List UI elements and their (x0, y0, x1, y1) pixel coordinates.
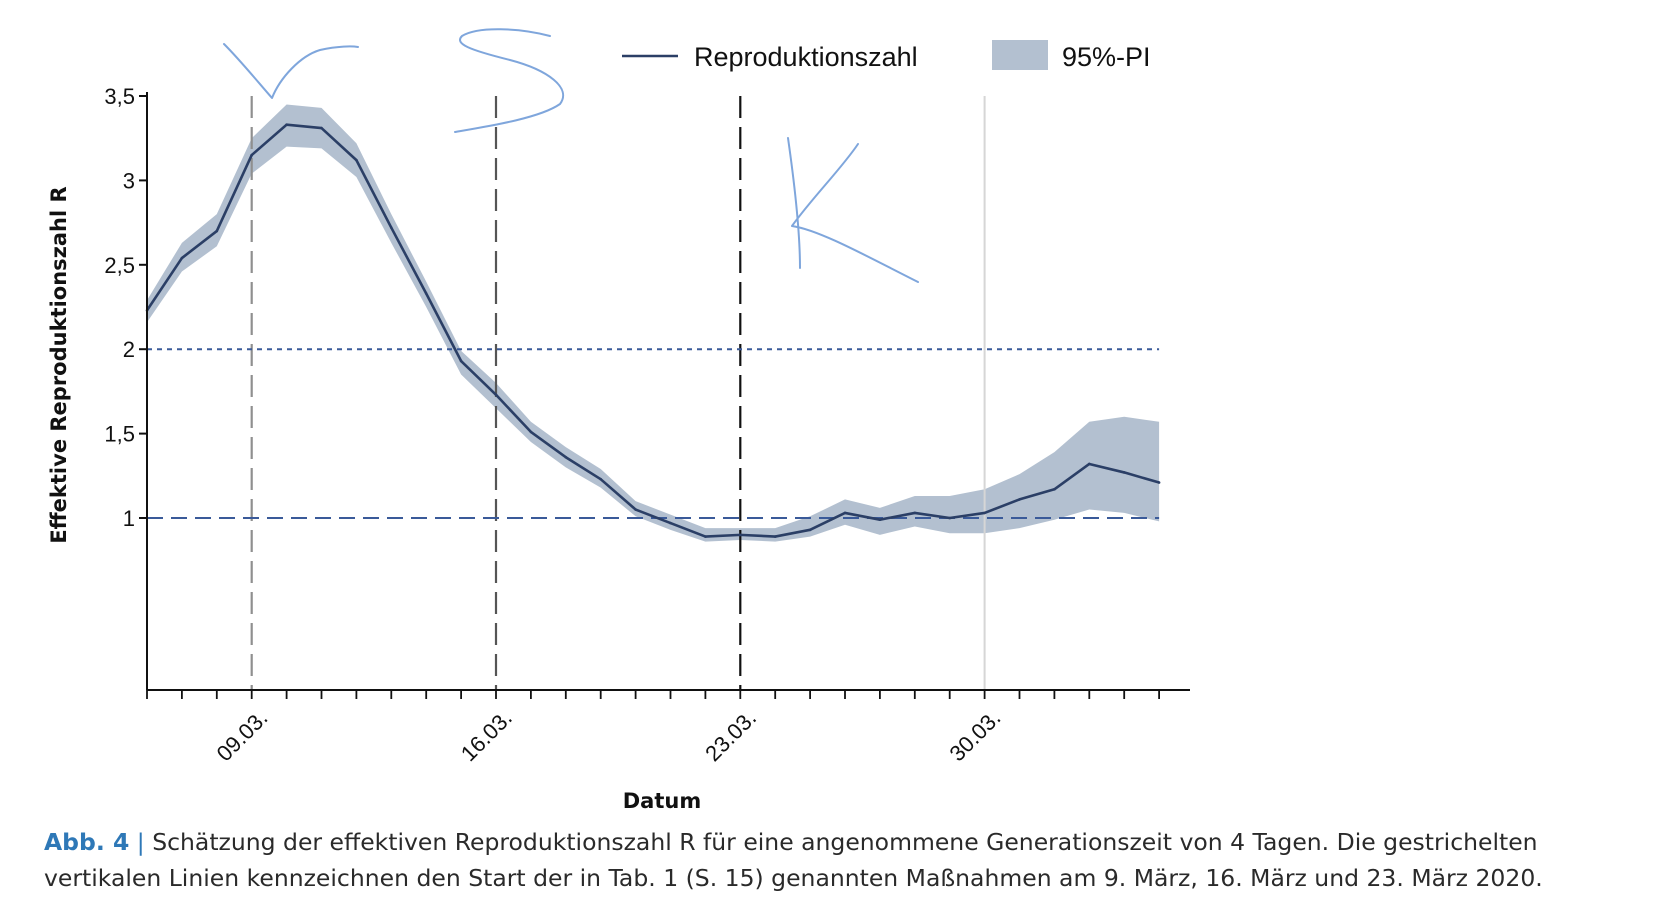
data-point (634, 508, 637, 511)
data-point (285, 123, 288, 126)
data-point (390, 226, 393, 229)
data-point (1088, 462, 1091, 466)
handwritten-letter-v (223, 43, 359, 99)
handwritten-letter-s (454, 28, 565, 133)
data-point (215, 229, 219, 233)
x-tick-label: 09.03. (212, 705, 273, 766)
data-point (459, 359, 463, 363)
data-point (669, 521, 672, 525)
caption-label: Abb. 4 (44, 828, 130, 856)
data-point (564, 455, 568, 459)
y-tick-label: 2 (123, 337, 135, 362)
y-tick-label: 3 (123, 168, 135, 193)
data-point (913, 511, 917, 515)
x-tick-label: 30.03. (945, 705, 1006, 766)
data-point (704, 535, 707, 538)
handwritten-letter-k-arms (791, 143, 919, 283)
legend-band-label: 95%-PI (1062, 42, 1151, 72)
y-tick-label: 3,5 (104, 84, 135, 109)
confidence-band (147, 104, 1160, 542)
data-point (424, 292, 428, 295)
reference-lines-layer (147, 348, 1160, 519)
x-tick-label: 23.03. (700, 705, 761, 766)
data-point (843, 511, 847, 515)
data-point (1053, 488, 1056, 491)
data-point (494, 393, 498, 397)
x-tick-label: 16.03. (456, 705, 517, 766)
data-point (808, 528, 812, 532)
figure-caption: Abb. 4 | Schätzung der effektiven Reprod… (44, 824, 1644, 896)
y-tick-label: 2,5 (104, 253, 135, 278)
caption-text: Schätzung der effektiven Reproduktionsza… (44, 828, 1543, 892)
axes-layer: 1 1,5 2 2,5 3 3,5 09.03. 16.03. 23.03. 30.03. (104, 84, 1190, 766)
handwritten-annotations (223, 28, 919, 283)
x-axis-title: Datum (623, 789, 701, 813)
legend-band-swatch (992, 40, 1048, 70)
data-point (599, 477, 602, 481)
data-point (355, 158, 358, 162)
reproduction-chart: 1 1,5 2 2,5 3 3,5 09.03. 16.03. 23.03. 30.03. Rep… (47, 28, 1190, 813)
y-tick-label: 1 (123, 506, 135, 531)
data-point (529, 430, 533, 434)
data-point (948, 516, 951, 520)
series-line-layer (145, 123, 1161, 538)
data-point (320, 126, 323, 130)
data-point (1018, 498, 1021, 501)
data-point (739, 533, 742, 537)
data-point (1122, 471, 1126, 474)
y-tick-label: 1,5 (104, 422, 135, 447)
data-point (1157, 481, 1161, 484)
data-point (878, 518, 882, 521)
confidence-band-layer (147, 104, 1160, 542)
data-point (983, 511, 986, 515)
y-axis-title: Effektive Reproduktionszahl R (47, 186, 71, 543)
data-point (250, 153, 253, 157)
data-point (180, 256, 184, 260)
data-point (773, 535, 777, 538)
legend-line-label: Reproduktionszahl (694, 42, 918, 72)
handwritten-letter-k-stem (787, 137, 801, 269)
caption-separator: | (136, 828, 145, 856)
series-line-1 (145, 123, 1160, 538)
